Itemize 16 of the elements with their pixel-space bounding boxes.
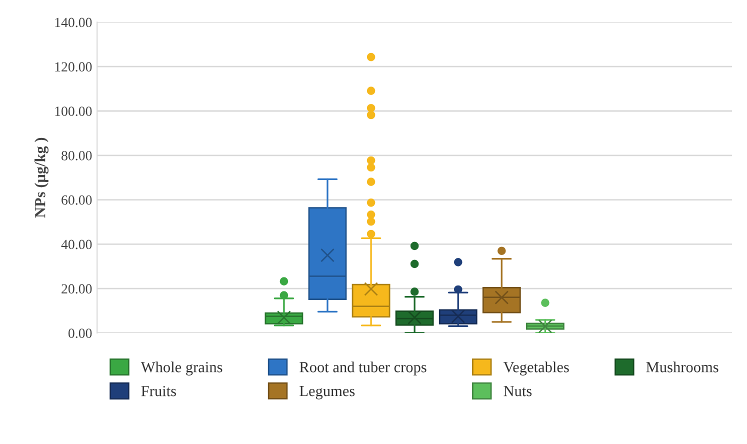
legend-label: Mushrooms (646, 362, 718, 372)
legend-label: Nuts (504, 386, 532, 396)
y-tick-label: 40.00 (61, 240, 92, 250)
y-tick-label: 60.00 (62, 195, 92, 205)
y-tick-label: 120.00 (55, 62, 92, 72)
y-tick-label: 0.00 (68, 328, 92, 338)
y-axis-title: NPs (μg/kg ) (34, 138, 48, 218)
y-tick-label: 100.00 (55, 106, 92, 116)
y-tick-label: 80.00 (62, 150, 92, 160)
legend-label: Root and tuber crops (300, 362, 426, 376)
y-tick-label: 140.00 (55, 18, 92, 28)
legend-label: Whole grains (140, 362, 222, 376)
legend-label: Legumes (300, 386, 355, 400)
legend-label: Vegetables (503, 362, 569, 376)
legend-label: Fruits (141, 386, 176, 396)
y-tick-label: 20.00 (62, 284, 92, 294)
